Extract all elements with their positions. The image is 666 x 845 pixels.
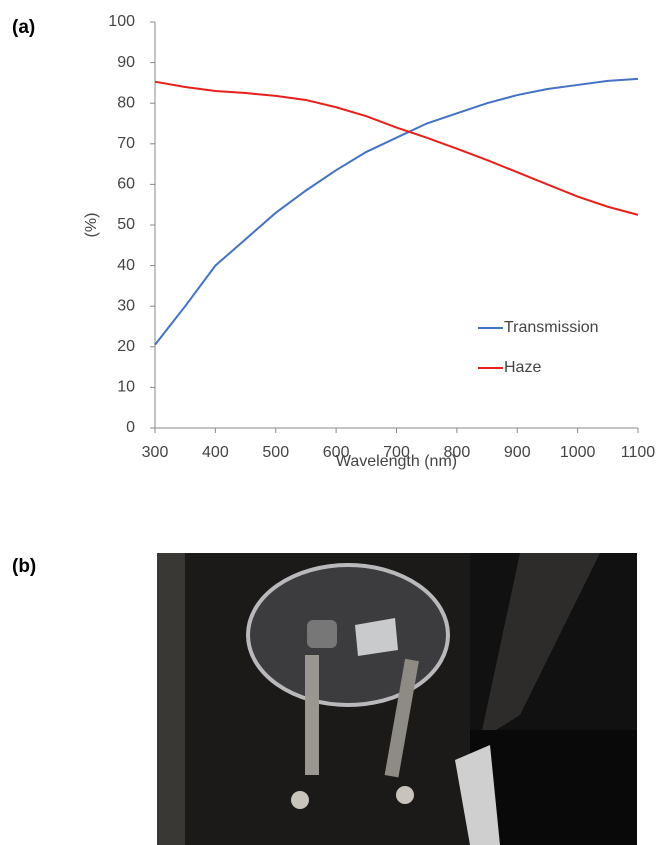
x-tick-label: 1000 — [560, 444, 596, 461]
y-tick-label: 10 — [117, 379, 135, 396]
legend-label: Transmission — [504, 319, 599, 336]
x-tick-label: 1100 — [621, 444, 656, 461]
legend-label: Haze — [504, 359, 541, 376]
y-tick-label: 80 — [117, 94, 135, 111]
x-axis-label: Wavelength (nm) — [336, 453, 457, 470]
photo — [157, 553, 637, 845]
y-tick-label: 0 — [126, 419, 135, 436]
line-series — [154, 77, 639, 346]
x-tick-label: 800 — [444, 444, 471, 461]
y-tick-label: 20 — [117, 338, 135, 355]
y-tick-label: 90 — [117, 54, 135, 71]
y-axis-label: (%) — [83, 213, 100, 238]
x-tick-label: 600 — [323, 444, 350, 461]
y-tick-label: 70 — [117, 135, 135, 152]
y-tick-label: 40 — [117, 257, 135, 274]
x-tick-label: 500 — [262, 444, 289, 461]
x-tick-label: 700 — [383, 444, 410, 461]
panel-label: (a) — [12, 17, 35, 38]
y-tick-label: 60 — [117, 176, 135, 193]
x-tick-label: 900 — [504, 444, 531, 461]
y-tick-label: 100 — [108, 13, 135, 30]
panel-label: (b) — [12, 556, 36, 577]
x-tick-label: 400 — [202, 444, 229, 461]
y-tick-label: 50 — [117, 216, 135, 233]
x-tick-label: 300 — [142, 444, 169, 461]
line-series — [154, 80, 639, 216]
y-tick-label: 30 — [117, 297, 135, 314]
